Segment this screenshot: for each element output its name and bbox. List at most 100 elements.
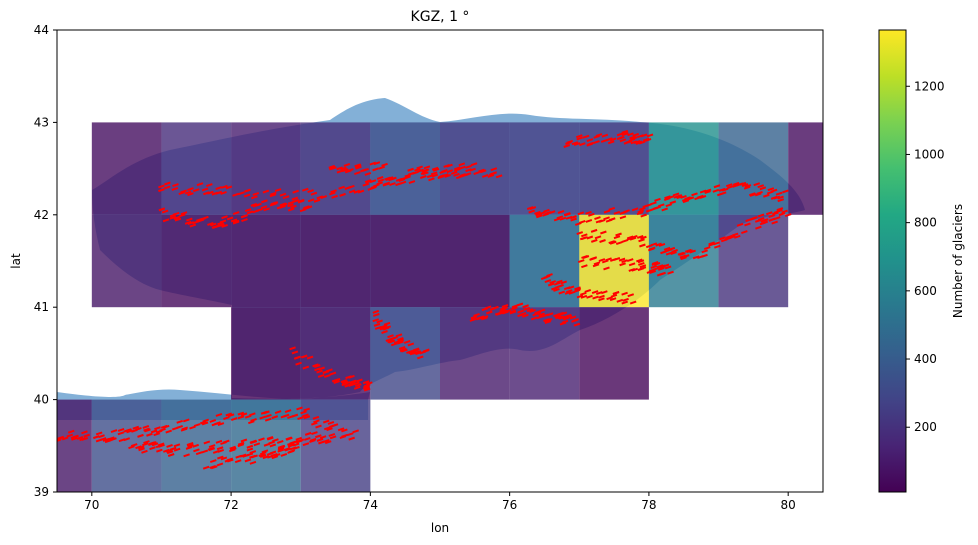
heatmap-cell (161, 122, 232, 215)
glacier-point (369, 161, 377, 166)
heatmap-cell (579, 122, 649, 215)
glacier-point (66, 433, 74, 438)
glacier-point (559, 216, 567, 221)
glacier-point (481, 174, 489, 178)
glacier-point (691, 192, 698, 197)
colorbar-tick-label: 800 (914, 216, 937, 230)
glacier-point (336, 166, 344, 171)
glacier-point (249, 460, 257, 465)
glacier-point (389, 182, 396, 186)
glacier-point (173, 443, 181, 448)
glacier-point (311, 421, 318, 426)
glacier-point (621, 132, 629, 137)
x-tick-label: 76 (502, 498, 517, 512)
glacier-point (757, 217, 765, 222)
glacier-point (573, 322, 581, 327)
glacier-point (571, 141, 579, 146)
glacier-point (593, 134, 600, 139)
glacier-point (784, 213, 792, 218)
glacier-point (137, 445, 145, 450)
glacier-point (558, 290, 566, 295)
glacier-point (260, 205, 268, 210)
glacier-point (686, 249, 693, 254)
glacier-point (636, 258, 643, 263)
glacier-point (270, 201, 278, 206)
glacier-point (616, 132, 624, 137)
glacier-point (176, 424, 183, 429)
glacier-point (372, 318, 380, 323)
glacier-point (220, 456, 228, 461)
glacier-point (729, 235, 736, 239)
y-tick-label: 39 (34, 485, 49, 499)
glacier-point (285, 436, 293, 441)
glacier-point (357, 189, 365, 194)
glacier-point (206, 183, 213, 188)
glacier-point (167, 453, 175, 457)
glacier-point (565, 289, 573, 294)
glacier-point (553, 287, 560, 292)
glacier-point (619, 215, 627, 220)
glacier-point (202, 465, 210, 470)
glacier-point (110, 429, 118, 433)
glacier-point (158, 443, 165, 448)
glacier-point (311, 431, 318, 436)
glacier-point (585, 219, 593, 223)
glacier-point (565, 141, 572, 145)
glacier-point (586, 294, 593, 299)
heatmap-cell (231, 307, 301, 400)
glacier-point (595, 219, 603, 224)
glacier-point (579, 291, 587, 296)
glacier-point (255, 202, 262, 207)
glacier-point (208, 447, 216, 452)
glacier-point (174, 217, 182, 222)
glacier-point (608, 206, 616, 211)
glacier-point (234, 459, 242, 464)
glacier-point (458, 162, 466, 167)
glacier-point (262, 189, 270, 194)
glacier-point (526, 308, 534, 313)
glacier-point (773, 195, 781, 200)
glacier-point (279, 192, 287, 197)
glacier-point (146, 432, 153, 437)
glacier-point (303, 436, 311, 441)
glacier-point (83, 433, 91, 438)
glacier-point (603, 266, 610, 271)
glacier-point (554, 314, 562, 318)
glacier-point (654, 197, 661, 202)
glacier-point (187, 444, 194, 448)
glacier-point (333, 378, 341, 382)
glacier-point (128, 445, 135, 450)
glacier-point (316, 195, 324, 200)
glacier-point (220, 190, 227, 195)
glacier-point (564, 290, 572, 295)
glacier-point (283, 447, 291, 451)
glacier-point (295, 361, 302, 366)
glacier-point (778, 212, 786, 217)
glacier-point (412, 350, 420, 355)
glacier-point (422, 349, 430, 353)
glacier-point (682, 199, 690, 204)
glacier-point (420, 175, 427, 179)
glacier-point (144, 428, 151, 433)
glacier-point (768, 217, 776, 222)
glacier-point (378, 165, 386, 170)
glacier-point (230, 218, 238, 223)
glacier-point (664, 195, 671, 200)
glacier-point (670, 251, 677, 255)
glacier-point (295, 436, 303, 441)
glacier-point (485, 310, 493, 315)
glacier-point (627, 132, 634, 137)
colorbar-tick-label: 400 (914, 352, 937, 366)
glacier-point (337, 427, 345, 432)
glacier-point (444, 173, 452, 178)
glacier-point (196, 182, 204, 187)
glacier-point (667, 270, 674, 275)
y-tick-label: 44 (34, 23, 49, 37)
glacier-point (577, 211, 585, 216)
glacier-point (237, 443, 245, 448)
glacier-point (293, 446, 300, 450)
glacier-point (57, 435, 65, 440)
glacier-point (621, 259, 628, 264)
glacier-point (576, 231, 584, 236)
